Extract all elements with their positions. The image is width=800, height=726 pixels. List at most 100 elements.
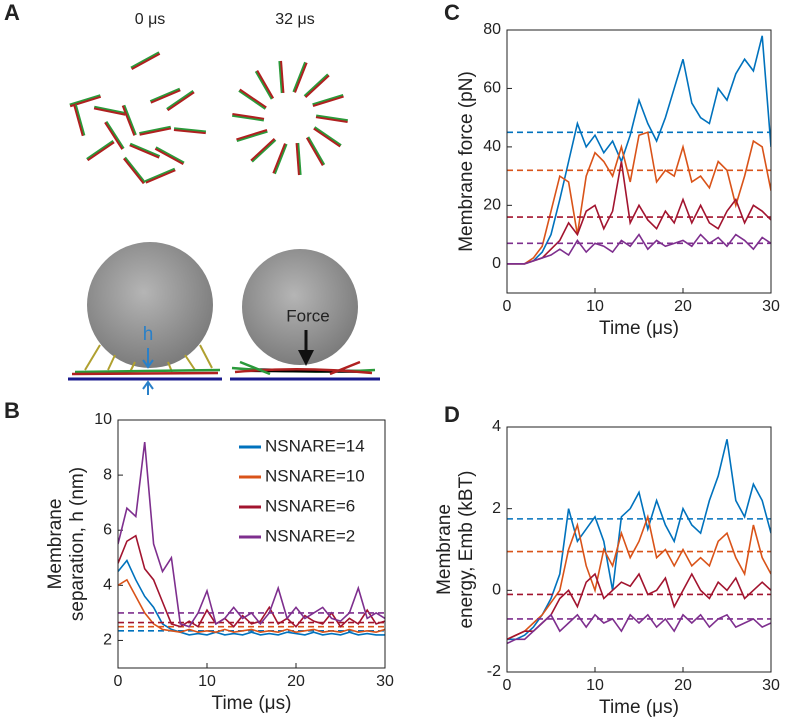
snare [173, 128, 206, 135]
y-tick-label: 80 [483, 21, 501, 38]
snare-cluster [69, 51, 207, 185]
snare [69, 95, 102, 108]
legend-box [234, 427, 378, 557]
snare [129, 144, 160, 159]
snare [272, 143, 286, 174]
y-tick-label: 4 [103, 577, 112, 594]
snare [314, 126, 342, 147]
h-arrow [142, 380, 154, 395]
plot-frame [117, 419, 386, 669]
x-axis-label: Time (μs) [599, 318, 679, 339]
snare [273, 143, 288, 175]
legend-label: NSNARE=2 [265, 526, 355, 545]
snare [74, 104, 86, 136]
snare [303, 73, 329, 97]
panel-label: D [444, 402, 460, 427]
series-line [507, 613, 771, 645]
snare [144, 167, 176, 183]
snare [105, 120, 125, 150]
snare [173, 127, 207, 133]
snare [154, 147, 184, 165]
tethers [84, 344, 213, 373]
legend-label: NSNARE=10 [265, 466, 365, 485]
snare [280, 60, 285, 93]
series-line [118, 578, 385, 633]
snare [236, 129, 268, 141]
snare [139, 127, 172, 136]
plot-frame [506, 426, 772, 673]
chart: 0 10 20 30 2 4 6 8 10 Time (μs) Membrane separation… [45, 411, 394, 714]
force-label: Force [286, 306, 329, 325]
x-tick-label: 30 [762, 298, 780, 315]
x-tick-label: 30 [762, 677, 780, 694]
snare [167, 91, 195, 112]
snare [166, 90, 194, 110]
snare [316, 114, 348, 122]
snare [305, 137, 324, 166]
y-tick-label: 6 [103, 521, 112, 538]
x-tick-label: 0 [503, 298, 512, 315]
series-line [507, 131, 771, 265]
snare [313, 127, 341, 148]
snare [278, 61, 283, 94]
legend: NSNARE=14 NSNARE=10 NSNARE=6 NSNARE=2 [234, 427, 378, 557]
snare [232, 113, 265, 120]
y-tick-label: -2 [487, 663, 501, 680]
snare [121, 105, 136, 136]
x-tick-label: 20 [674, 677, 692, 694]
y-axis-label: Membrane [45, 499, 66, 590]
y-tick-label: 40 [483, 138, 501, 155]
snare [149, 87, 181, 103]
snare [139, 125, 171, 135]
y-tick-label: 0 [492, 582, 501, 599]
x-tick-label: 10 [198, 673, 216, 690]
plot-frame [506, 29, 772, 294]
y-tick-label: 20 [483, 197, 501, 214]
x-tick-label: 0 [503, 677, 512, 694]
x-tick-label: 30 [376, 673, 394, 690]
y-tick-label: 0 [492, 255, 501, 272]
snare-ring [232, 60, 348, 176]
snare [123, 157, 145, 185]
series-line [118, 559, 385, 636]
snare [307, 136, 326, 166]
snare [239, 88, 267, 109]
y-tick-label: 8 [103, 466, 112, 483]
time-label: 0 μs [135, 11, 166, 28]
snare [69, 94, 101, 106]
h-arrow [142, 348, 154, 369]
series-line [507, 233, 771, 265]
chart: 0 10 20 30 0 20 40 60 80 Time (μs) Membrane force … [456, 21, 780, 339]
snare [254, 70, 273, 100]
y-axis-label: Membrane force (pN) [456, 71, 477, 252]
snare [238, 89, 266, 110]
time-label: 32 μs [275, 11, 314, 28]
snare [87, 141, 115, 162]
snare [256, 70, 275, 99]
y-tick-label: 10 [94, 411, 112, 428]
snare [155, 146, 185, 164]
panel-label: C [444, 0, 460, 25]
series-line [118, 441, 385, 628]
series-line [507, 513, 771, 641]
h-label: h [143, 324, 154, 345]
vesicle [87, 242, 213, 368]
snare [131, 52, 161, 70]
snare [312, 94, 344, 106]
series-line [507, 439, 771, 641]
snare [304, 74, 330, 98]
snare [295, 143, 300, 176]
y-axis-label: Membrane [434, 504, 455, 595]
membrane-snares [71, 360, 376, 376]
snare [104, 121, 124, 150]
snare [294, 62, 308, 93]
series-line [507, 35, 771, 265]
y-tick-label: 60 [483, 80, 501, 97]
panel-a: 0 μs 32 μs h Force [68, 11, 380, 395]
x-tick-label: 10 [586, 298, 604, 315]
vesicle [242, 249, 358, 365]
x-tick-label: 20 [287, 673, 305, 690]
snare [94, 105, 126, 115]
snare [150, 89, 181, 104]
